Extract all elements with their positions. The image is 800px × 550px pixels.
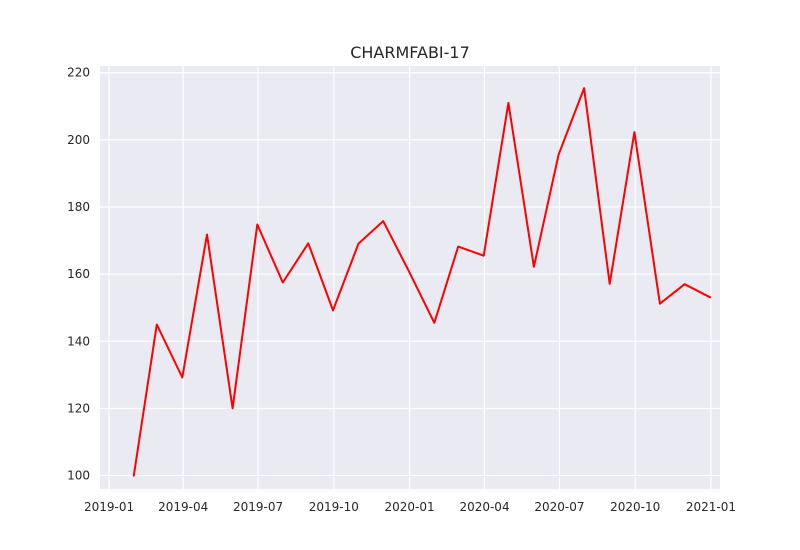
y-axis-ticks: 100 120 140 160 180 200 220: [67, 66, 90, 483]
y-tick-label: 160: [67, 267, 90, 281]
y-tick-label: 140: [67, 334, 90, 348]
x-tick-label: 2019-07: [233, 500, 283, 514]
grid: [100, 66, 720, 489]
series-layer: [132, 87, 712, 477]
y-tick-label: 220: [67, 66, 90, 80]
chart-title: CHARMFABI-17: [350, 43, 470, 62]
x-tick-label: 2019-04: [158, 500, 208, 514]
x-tick-label: 2019-01: [84, 500, 134, 514]
series-line: [132, 87, 712, 477]
x-tick-label: 2020-04: [459, 500, 509, 514]
x-axis-ticks: 2019-01 2019-04 2019-07 2019-10 2020-01 2020-…: [84, 500, 736, 514]
x-tick-label: 2019-10: [309, 500, 359, 514]
x-tick-label: 2021-01: [686, 500, 736, 514]
y-tick-label: 120: [67, 401, 90, 415]
x-tick-label: 2020-10: [610, 500, 660, 514]
y-tick-label: 180: [67, 200, 90, 214]
y-tick-label: 100: [67, 469, 90, 483]
y-tick-label: 200: [67, 133, 90, 147]
x-tick-label: 2020-01: [385, 500, 435, 514]
x-tick-label: 2020-07: [534, 500, 584, 514]
